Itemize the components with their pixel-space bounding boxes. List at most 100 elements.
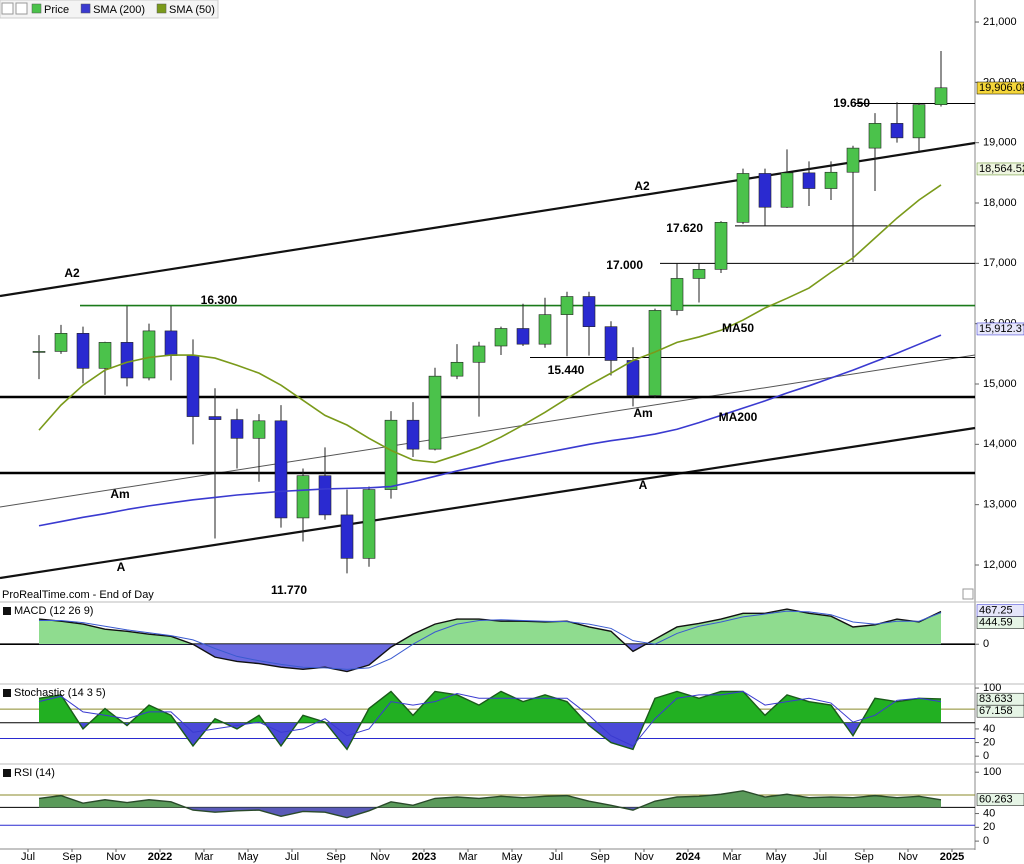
candle-body (98, 342, 112, 369)
annotation: 11.770 (271, 583, 307, 597)
value-label: 19,906.08 (979, 82, 1024, 94)
value-label: 15,912.37 (979, 323, 1024, 335)
value-label: 18,564.52 (979, 163, 1024, 175)
candle-body (912, 104, 926, 139)
candle-body (406, 419, 420, 450)
x-tick-label: May (766, 851, 787, 863)
legend-swatch (80, 3, 91, 14)
x-tick-label: Jul (813, 851, 827, 863)
y-tick-label: 17,000 (983, 257, 1017, 269)
panel-icon (3, 607, 11, 615)
candle-body (626, 360, 640, 396)
candle-body (362, 489, 376, 559)
y-tick-label: 0 (983, 750, 989, 762)
x-tick-label: Jul (285, 851, 299, 863)
y-tick-label: 40 (983, 807, 995, 819)
value-label: 444.59 (979, 617, 1013, 629)
level-label: 17.000 (606, 258, 643, 272)
panel-icon (3, 769, 11, 777)
x-tick-label: Mar (723, 851, 742, 863)
x-tick-label: Nov (370, 851, 390, 863)
info-icon[interactable] (962, 588, 974, 600)
value-label: 67.158 (979, 705, 1013, 717)
x-tick-label: Jul (21, 851, 35, 863)
x-tick-label: Nov (106, 851, 126, 863)
x-tick-label: 2024 (676, 851, 701, 863)
x-tick-label: Nov (898, 851, 918, 863)
annotation: Am (110, 487, 129, 501)
annotation: A (639, 478, 648, 492)
candle-body (252, 420, 266, 439)
candle-body (296, 475, 310, 519)
candle-body (164, 330, 178, 356)
candle-body (692, 269, 706, 279)
candle-body (450, 361, 464, 377)
annotation: A2 (634, 179, 650, 193)
value-label-box (976, 704, 1024, 718)
candle-body (582, 296, 596, 327)
candle-body (868, 123, 882, 149)
candle-body (186, 355, 200, 417)
candle-body (890, 123, 904, 139)
annotation: Am (633, 406, 652, 420)
x-tick-label: 2022 (148, 851, 172, 863)
candle-body (934, 87, 948, 105)
annotation: A (117, 560, 126, 574)
axis-area (975, 0, 1024, 864)
panel-icon (3, 689, 11, 697)
y-tick-label: 20 (983, 736, 995, 748)
indicator-area (39, 609, 941, 672)
annotation: MA50 (722, 321, 754, 335)
tool-icon[interactable] (15, 2, 28, 15)
candle-body (670, 278, 684, 311)
annotation: MA200 (719, 410, 758, 424)
candle-body (54, 333, 68, 352)
trend-line (0, 426, 976, 580)
value-label-box (976, 793, 1024, 806)
x-tick-label: Nov (634, 851, 654, 863)
trend-line (0, 141, 976, 298)
sma-line (38, 184, 942, 464)
y-tick-label: 20 (983, 821, 995, 833)
value-label-box (976, 322, 1024, 336)
y-tick-label: 40 (983, 723, 995, 735)
candle-body (560, 296, 574, 315)
candle-body (736, 173, 750, 223)
value-label-box (976, 162, 1024, 176)
level-label: 15.440 (548, 363, 585, 377)
candle-body (516, 328, 530, 345)
candle-body (648, 310, 662, 396)
y-tick-label: 0 (983, 638, 989, 650)
candle-body (76, 333, 90, 369)
candle-body (714, 222, 728, 270)
candle-body (32, 351, 46, 353)
x-tick-label: Jul (549, 851, 563, 863)
candle-body (318, 475, 332, 516)
y-tick-label: 15,000 (983, 378, 1017, 390)
candle-body (802, 172, 816, 189)
value-label: 83.633 (979, 693, 1013, 705)
candle-body (384, 419, 398, 490)
legend-swatch (31, 3, 42, 14)
y-tick-label: 100 (983, 766, 1001, 778)
x-tick-label: May (238, 851, 259, 863)
y-tick-label: 21,000 (983, 16, 1017, 28)
value-label: 60.263 (979, 793, 1013, 805)
candle-body (494, 328, 508, 347)
y-tick-label: 13,000 (983, 499, 1017, 511)
trend-line (0, 354, 976, 508)
y-tick-label: 14,000 (983, 438, 1017, 450)
x-tick-label: Mar (195, 851, 214, 863)
x-tick-label: 2023 (412, 851, 436, 863)
tool-icon[interactable] (1, 2, 14, 15)
source-label: ProRealTime.com - End of Day (2, 589, 154, 601)
value-label-box (976, 616, 1024, 629)
y-tick-label: 100 (983, 682, 1001, 694)
level-label: 19.650 (833, 96, 870, 110)
level-label: 17.620 (666, 221, 703, 235)
value-label-box (976, 81, 1024, 95)
x-tick-label: Sep (62, 851, 82, 863)
level-label: 16.300 (201, 293, 238, 307)
candle-body (824, 171, 838, 189)
candle-body (120, 342, 134, 379)
